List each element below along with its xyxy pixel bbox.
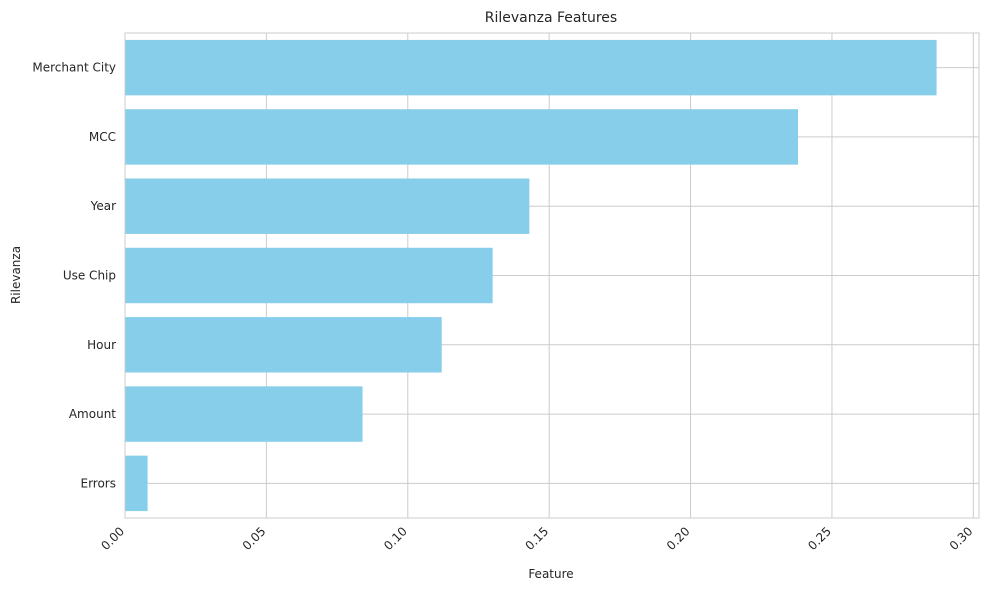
bar-year <box>125 178 530 234</box>
y-tick-label: Use Chip <box>63 269 116 283</box>
bar-errors <box>125 455 148 512</box>
y-axis-ticks: Merchant City MCC Year Use Chip Hour Amount Er… <box>32 61 116 491</box>
bar-use-chip <box>125 247 493 304</box>
plot-frame <box>124 32 980 519</box>
chart-title: Rilevanza Features <box>485 10 617 26</box>
bar-hour <box>125 317 442 373</box>
y-tick-label: MCC <box>89 130 116 144</box>
bar-merchant-city <box>125 39 937 96</box>
x-axis-label: Feature <box>528 567 573 581</box>
y-tick-label: Merchant City <box>32 61 116 75</box>
bar-mcc <box>125 109 799 165</box>
y-axis-label: Rilevanza <box>9 246 23 304</box>
bars <box>125 39 937 512</box>
y-tick-label: Amount <box>69 407 116 421</box>
y-tick-label: Year <box>90 199 116 213</box>
plot-border <box>124 32 980 519</box>
y-tick-label: Errors <box>80 476 116 490</box>
y-tick-label: Hour <box>87 338 116 352</box>
bar-amount <box>125 386 363 442</box>
